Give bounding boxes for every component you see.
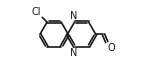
Text: Cl: Cl <box>32 7 41 17</box>
Text: N: N <box>70 48 77 58</box>
Text: O: O <box>108 43 115 53</box>
Text: N: N <box>70 11 77 21</box>
